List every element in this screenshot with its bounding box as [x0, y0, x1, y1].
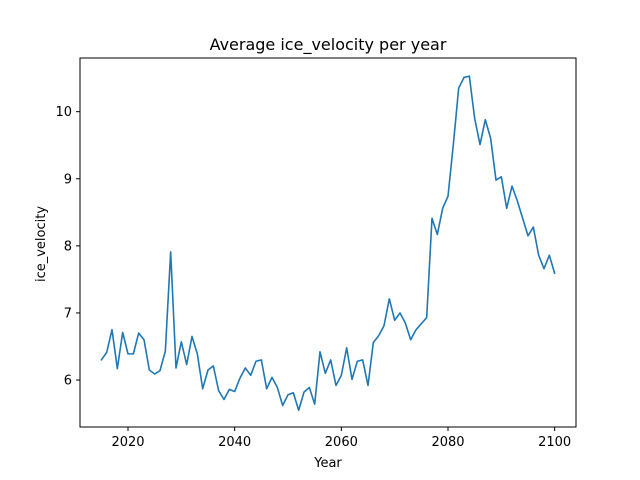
y-tick-label: 7	[64, 306, 72, 321]
y-tick-label: 9	[64, 172, 72, 187]
y-axis-label: ice_velocity	[34, 206, 49, 282]
series-line	[100, 75, 556, 412]
x-axis-label: Year	[313, 456, 342, 471]
y-tick-label: 10	[55, 105, 72, 120]
x-tick-label: 2040	[218, 435, 251, 450]
x-axis: 2020 2040 2060 2080 2100	[111, 427, 571, 450]
x-tick-label: 2080	[431, 435, 464, 450]
chart-title: Average ice_velocity per year	[210, 35, 447, 55]
x-tick-label: 2100	[538, 435, 571, 450]
y-tick-label: 6	[64, 374, 72, 389]
plot-frame	[79, 57, 577, 428]
x-tick-label: 2020	[111, 435, 144, 450]
y-tick-label: 8	[64, 239, 72, 254]
y-axis: 6 7 8 9 10	[55, 105, 80, 389]
x-tick-label: 2060	[325, 435, 358, 450]
